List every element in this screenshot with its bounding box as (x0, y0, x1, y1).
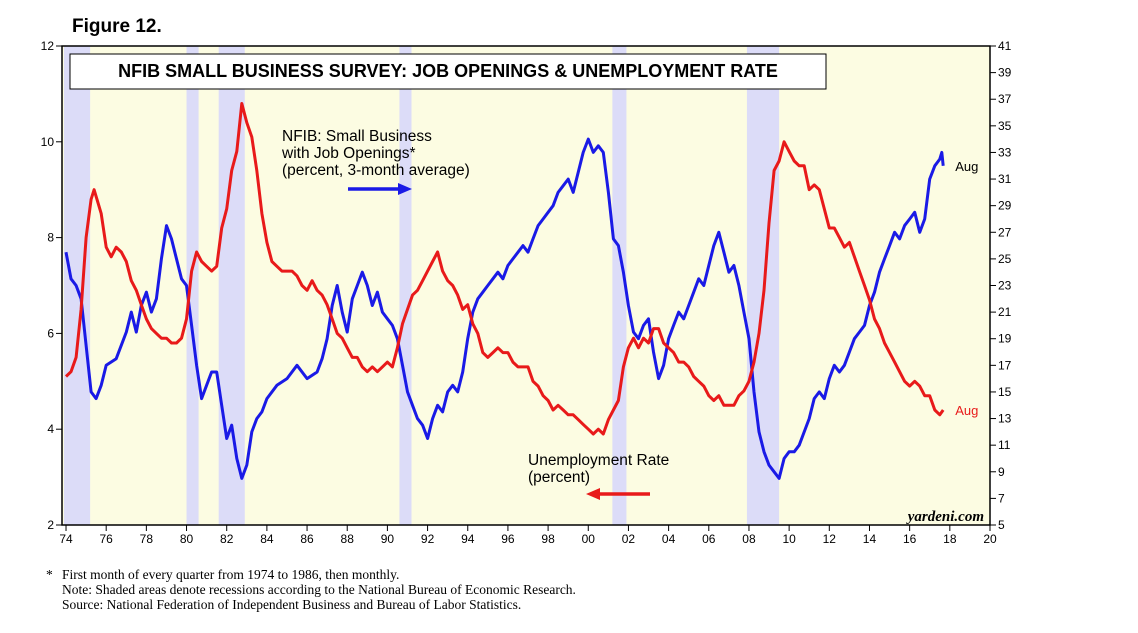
job-openings-label-1: with Job Openings* (281, 145, 416, 162)
footnote-1: * First month of every quarter from 1974 … (46, 567, 576, 582)
unemployment-label-0: Unemployment Rate (528, 452, 669, 469)
right-tick-label: 9 (998, 465, 1005, 479)
right-tick-label: 17 (998, 358, 1012, 372)
right-tick-label: 25 (998, 252, 1012, 266)
recession-bands (64, 46, 780, 525)
right-tick-label: 39 (998, 66, 1012, 80)
right-tick-label: 5 (998, 518, 1005, 532)
x-tick-label: 98 (541, 532, 555, 546)
unemployment-label-1: (percent) (528, 469, 590, 486)
right-tick-label: 29 (998, 199, 1012, 213)
plot-area (62, 46, 990, 525)
job-openings-arrow-head (398, 183, 412, 195)
title-box: NFIB SMALL BUSINESS SURVEY: JOB OPENINGS… (69, 53, 827, 90)
x-tick-label: 12 (823, 532, 837, 546)
x-tick-label: 84 (260, 532, 274, 546)
right-tick-label: 21 (998, 305, 1012, 319)
x-tick-label: 00 (582, 532, 596, 546)
right-tick-label: 41 (998, 39, 1012, 53)
x-tick-label: 10 (782, 532, 796, 546)
series-lines (64, 102, 945, 480)
left-tick-label: 10 (41, 135, 55, 149)
x-tick-label: 90 (381, 532, 395, 546)
left-tick-label: 12 (41, 39, 55, 53)
x-tick-label: 78 (140, 532, 154, 546)
x-tick-label: 92 (421, 532, 435, 546)
footnote-2: Note: Shaded areas denote recessions acc… (62, 582, 576, 597)
footnote-asterisk: * (46, 567, 53, 582)
right-tick-label: 37 (998, 92, 1012, 106)
x-tick-label: 86 (300, 532, 314, 546)
chart-title: NFIB SMALL BUSINESS SURVEY: JOB OPENINGS… (118, 61, 778, 81)
footnotes: * First month of every quarter from 1974 … (46, 567, 576, 612)
recession-band-1 (186, 46, 199, 525)
series-line-job-openings (64, 137, 945, 480)
x-tick-label: 76 (100, 532, 114, 546)
recession-band-3 (399, 46, 412, 525)
x-tick-label: 08 (742, 532, 756, 546)
job-openings-label-0: NFIB: Small Business (282, 128, 432, 145)
watermark: yardeni.com (906, 509, 984, 525)
right-tick-label: 33 (998, 145, 1012, 159)
end-label-job-openings: Aug (955, 159, 978, 174)
footnote-text-1: First month of every quarter from 1974 t… (62, 567, 400, 582)
figure-label: Figure 12. (72, 16, 162, 37)
x-tick-label: 06 (702, 532, 716, 546)
right-tick-label: 15 (998, 385, 1012, 399)
x-tick-label: 18 (943, 532, 957, 546)
x-tick-label: 16 (903, 532, 917, 546)
x-tick-label: 80 (180, 532, 194, 546)
left-tick-label: 2 (47, 518, 54, 532)
x-tick-label: 04 (662, 532, 676, 546)
footnote-3: Source: National Federation of Independe… (62, 597, 522, 612)
x-tick-label: 94 (461, 532, 475, 546)
right-tick-label: 27 (998, 225, 1012, 239)
right-tick-label: 19 (998, 332, 1012, 346)
title-box-rect (69, 53, 827, 90)
axes: 2 4 6 8 10 12 5 7 9 11 13 15 17 19 21 23 25 27 29 31 33 35 37 3… (41, 39, 1012, 546)
left-tick-label: 8 (47, 231, 54, 245)
right-tick-label: 23 (998, 279, 1012, 293)
end-label-unemployment: Aug (955, 403, 978, 418)
right-tick-label: 7 (998, 491, 1005, 505)
left-tick-label: 6 (47, 326, 54, 340)
x-tick-label: 02 (622, 532, 636, 546)
left-tick-label: 4 (47, 422, 54, 436)
job-openings-label-2: (percent, 3-month average) (282, 162, 470, 179)
x-tick-label: 96 (501, 532, 515, 546)
unemployment-arrow-head (586, 488, 600, 500)
x-tick-label: 74 (59, 532, 73, 546)
x-tick-label: 20 (983, 532, 997, 546)
right-tick-label: 31 (998, 172, 1012, 186)
right-tick-label: 13 (998, 412, 1012, 426)
x-tick-label: 82 (220, 532, 234, 546)
series-line-unemployment (64, 102, 945, 436)
x-tick-label: 88 (341, 532, 355, 546)
x-tick-label: 14 (863, 532, 877, 546)
right-tick-label: 11 (998, 438, 1011, 452)
plot-background (62, 46, 990, 525)
right-tick-label: 35 (998, 119, 1012, 133)
